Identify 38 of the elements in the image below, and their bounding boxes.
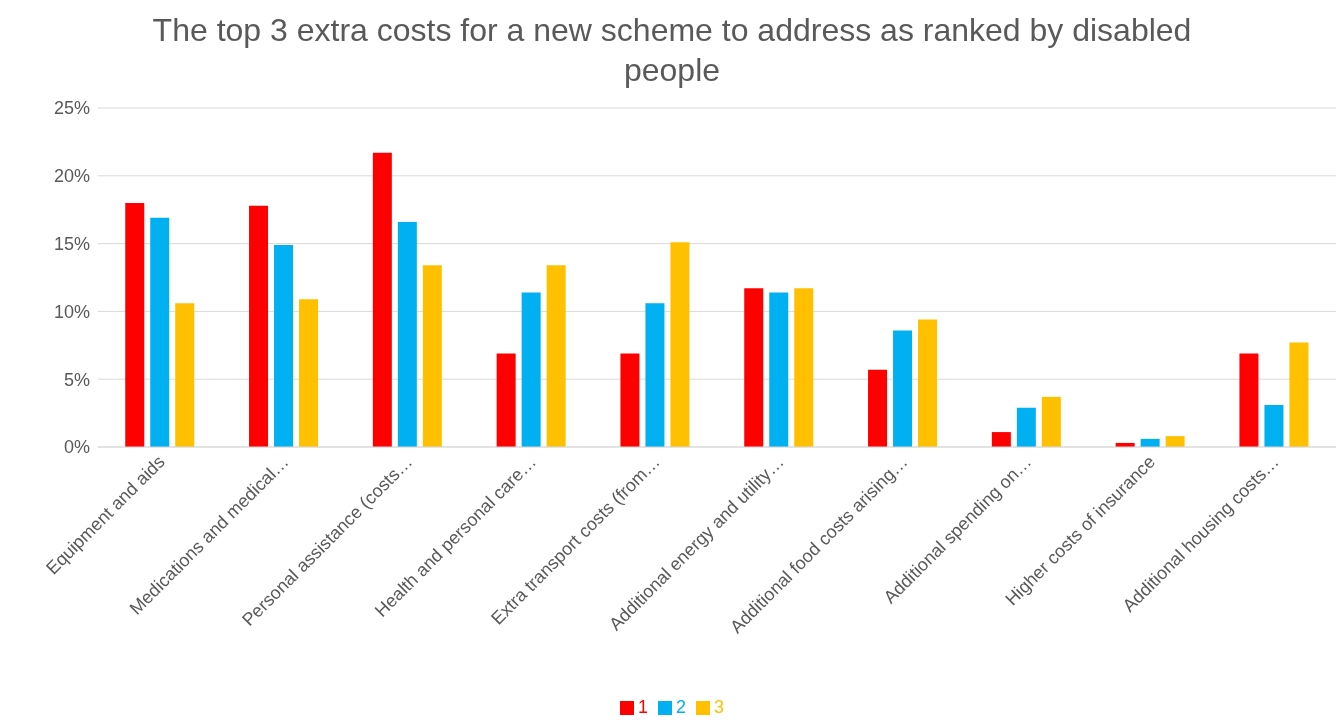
bar xyxy=(150,217,170,447)
bar xyxy=(620,353,640,447)
bar xyxy=(125,202,145,447)
bar xyxy=(546,265,566,447)
bar xyxy=(1165,436,1185,447)
bar xyxy=(645,303,665,447)
legend-label: 1 xyxy=(637,697,648,717)
bar xyxy=(521,292,541,447)
y-tick-label: 5% xyxy=(63,369,90,390)
bar xyxy=(397,221,417,447)
y-tick-label: 15% xyxy=(53,233,90,254)
bar xyxy=(991,432,1011,447)
legend-label: 2 xyxy=(675,697,686,717)
bar xyxy=(422,265,442,447)
bar xyxy=(868,369,888,447)
bar xyxy=(1289,342,1309,447)
bar xyxy=(893,330,913,447)
bar xyxy=(794,288,814,447)
bar xyxy=(744,288,764,447)
bar xyxy=(249,205,269,447)
chart-title: The top 3 extra costs for a new scheme to address as ranked by disabled people xyxy=(151,11,1193,90)
y-tick-label: 10% xyxy=(53,301,90,322)
bar xyxy=(918,319,938,447)
bar xyxy=(1041,396,1061,447)
bar xyxy=(1264,404,1284,447)
y-tick-label: 20% xyxy=(53,166,90,187)
bar xyxy=(769,292,789,447)
bar xyxy=(1239,353,1259,447)
bar xyxy=(372,152,392,447)
bar xyxy=(1016,407,1036,447)
bar xyxy=(496,353,516,447)
bar xyxy=(670,242,690,447)
y-tick-label: 0% xyxy=(63,437,90,458)
bar xyxy=(175,303,195,447)
legend-label: 3 xyxy=(714,697,725,717)
bar xyxy=(299,299,319,447)
bar xyxy=(274,244,294,447)
y-tick-label: 25% xyxy=(53,98,90,119)
